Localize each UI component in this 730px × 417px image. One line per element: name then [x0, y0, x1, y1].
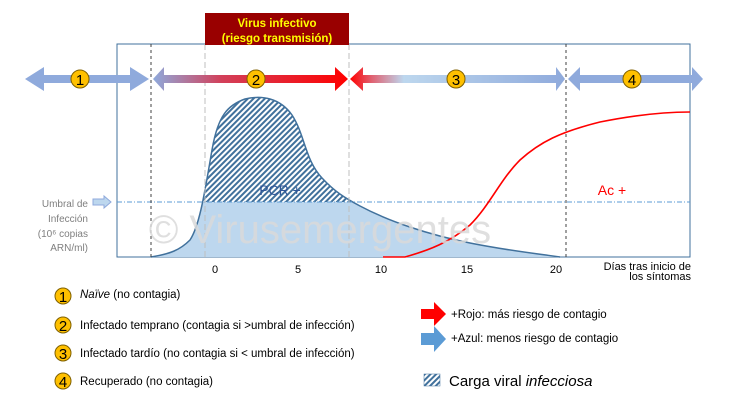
x-axis-ticks: 0 5 10 15 20	[212, 264, 562, 276]
viral-load-curve	[150, 96, 561, 258]
infective-banner	[205, 13, 349, 45]
red-arrow-icon	[421, 302, 446, 326]
svg-text:Infección: Infección	[48, 214, 88, 225]
svg-text:2: 2	[59, 318, 67, 335]
svg-text:15: 15	[461, 264, 473, 276]
svg-text:ARN/ml): ARN/ml)	[50, 243, 88, 254]
svg-text:(10⁶ copias: (10⁶ copias	[38, 229, 88, 240]
svg-text:1: 1	[59, 289, 67, 306]
legend-blue: +Azul: menos riesgo de contagio	[451, 333, 618, 345]
ac-label: Ac +	[598, 182, 626, 198]
badge-2: 2	[252, 72, 260, 89]
threshold-label: Umbral de Infección (10⁶ copias ARN/ml)	[38, 199, 89, 254]
legend-item-4: Recuperado (no contagia)	[80, 376, 213, 388]
watermark: © Virusemergentes	[149, 208, 491, 252]
legend-item-2: Infectado temprano (contagia si >umbral …	[80, 320, 355, 332]
phase-legend: 1 Naïve (no contagia) 2 Infectado tempra…	[54, 287, 355, 391]
legend-item-3: Infectado tardío (no contagia si < umbra…	[80, 348, 355, 360]
svg-text:Umbral de: Umbral de	[42, 199, 89, 210]
phase-badges: 1 2 3 4	[70, 69, 642, 89]
pcr-label: PCR +	[259, 182, 301, 198]
threshold-arrow-icon	[92, 194, 112, 210]
x-axis-label-2: los síntomas	[629, 271, 691, 283]
badge-4: 4	[628, 72, 636, 89]
badge-3: 3	[452, 72, 460, 89]
svg-text:5: 5	[295, 264, 301, 276]
legend-red: +Rojo: más riesgo de contagio	[451, 309, 607, 321]
badge-1: 1	[76, 72, 84, 89]
legend-item-1: Naïve (no contagia)	[80, 289, 181, 301]
svg-text:4: 4	[59, 374, 67, 391]
svg-text:3: 3	[59, 346, 67, 363]
banner-line1: Virus infectivo	[237, 18, 316, 30]
legend-hatch: Carga viral infecciosa	[449, 373, 592, 390]
blue-arrow-icon	[421, 326, 446, 352]
svg-text:0: 0	[212, 264, 218, 276]
svg-text:10: 10	[375, 264, 387, 276]
x-axis-label-1: Días tras inicio de	[604, 261, 691, 273]
banner-line2: (riesgo transmisión)	[222, 33, 333, 45]
hatch-swatch-icon	[423, 373, 441, 387]
antibody-curve	[383, 111, 691, 258]
svg-text:20: 20	[550, 264, 562, 276]
